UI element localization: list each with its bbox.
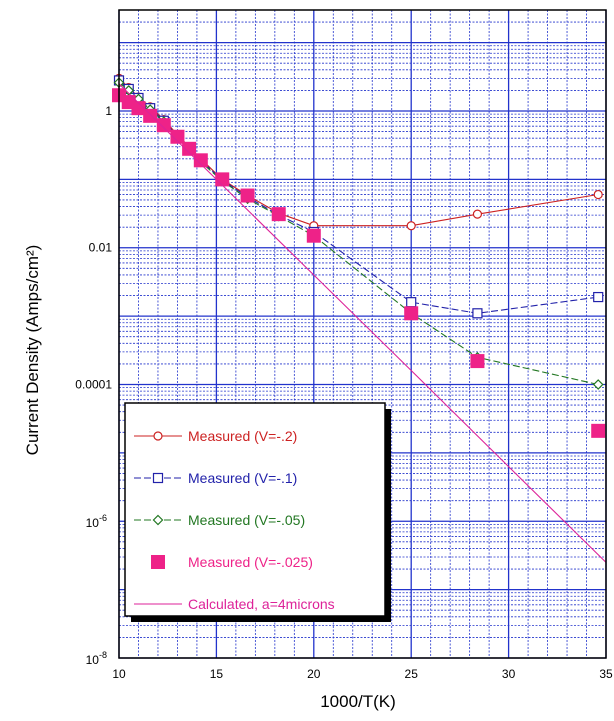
y-tick-label: 10-6 (86, 513, 107, 530)
data-point (406, 297, 417, 308)
data-point (592, 379, 604, 390)
data-point (306, 228, 321, 243)
data-point (193, 153, 208, 168)
data-point (406, 221, 416, 231)
x-axis-label: 1000/T(K) (320, 692, 396, 711)
data-point (143, 108, 158, 123)
series-4 (112, 88, 606, 438)
data-point (404, 306, 419, 321)
series-3 (113, 77, 604, 390)
legend-label: Measured (V=-.1) (188, 470, 297, 486)
x-tick-label: 35 (599, 667, 613, 681)
legend-entry-5: Calculated, a=4microns (134, 596, 335, 612)
series-line (118, 83, 607, 563)
data-point (182, 141, 197, 156)
legend-entry-4: Measured (V=-.025) (151, 554, 313, 570)
series-5 (118, 83, 607, 563)
data-point (472, 209, 483, 219)
data-point (591, 423, 606, 438)
series-2 (113, 75, 604, 319)
legend: Measured (V=-.2) Measured (V=-.1) Measured… (124, 402, 391, 622)
legend-label: Measured (V=-.025) (188, 554, 313, 570)
legend-entry-3: Measured (V=-.05) (134, 512, 305, 528)
tick-labels: 10 15 20 25 30 35 10-8 10-6 0.0001 0.01 1 (75, 104, 613, 681)
y-tick-label: 0.0001 (75, 377, 112, 391)
x-tick-label: 25 (405, 667, 419, 681)
data-point (470, 354, 485, 369)
series-line (118, 79, 599, 314)
legend-label: Measured (V=-.05) (188, 512, 305, 528)
legend-entry-1: Measured (V=-.2) (134, 428, 297, 444)
data-point (170, 129, 185, 144)
y-tick-label: 10-8 (86, 650, 107, 667)
plot-border (118, 9, 607, 659)
legend-entry-2: Measured (V=-.1) (134, 470, 297, 486)
y-axis-label: Current Density (Amps/cm²) (23, 245, 42, 456)
data-point (156, 118, 171, 133)
data-point (240, 188, 255, 203)
data-point (215, 172, 230, 187)
x-tick-label: 15 (210, 667, 224, 681)
legend-label: Measured (V=-.2) (188, 428, 297, 444)
x-tick-label: 10 (112, 667, 126, 681)
data-point (131, 101, 146, 116)
data-point (593, 189, 603, 200)
x-tick-label: 30 (502, 667, 516, 681)
data-point (153, 431, 163, 441)
data-point (152, 472, 164, 484)
data-point (472, 308, 483, 319)
data-point (152, 514, 164, 526)
x-tick-label: 20 (307, 667, 321, 681)
plot-frame (118, 9, 607, 659)
data-point (151, 555, 165, 569)
legend-box (124, 402, 386, 617)
series-layer (112, 73, 607, 563)
data-point (593, 291, 604, 303)
data-point (271, 207, 286, 222)
y-tick-label: 1 (105, 104, 112, 118)
series-line (118, 82, 599, 386)
legend-label: Calculated, a=4microns (188, 596, 335, 612)
y-tick-label: 0.01 (89, 241, 113, 255)
